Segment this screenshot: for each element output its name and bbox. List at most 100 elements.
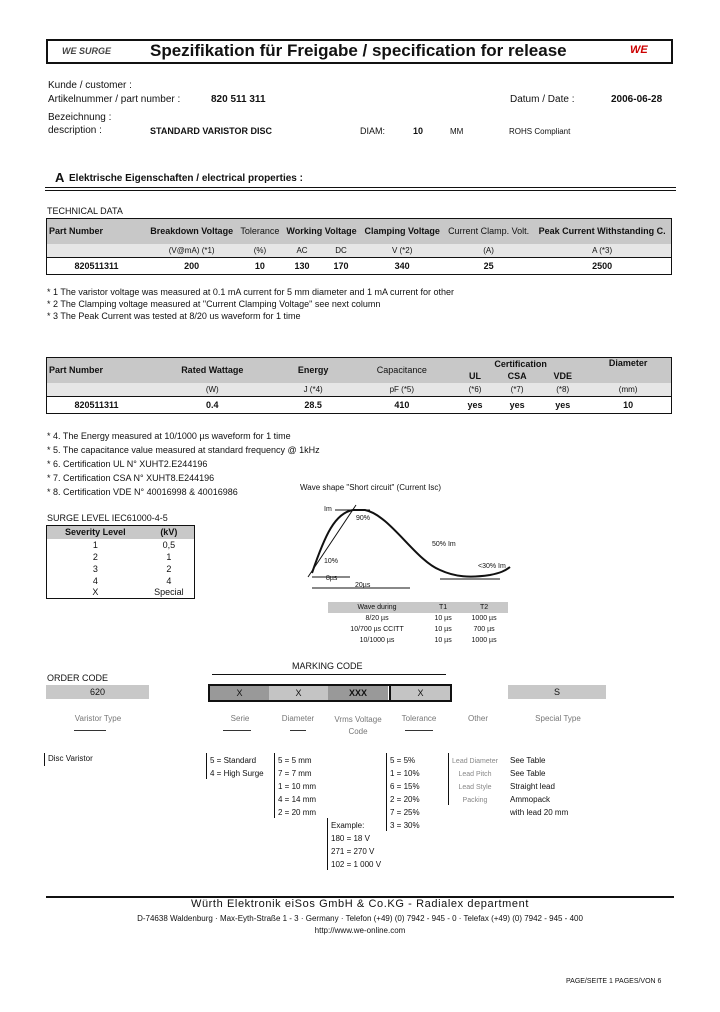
cell: 4 [92, 575, 98, 586]
list-item: 1 = 10% [390, 769, 420, 778]
col-header: T1 [439, 604, 448, 611]
footer-url[interactable]: http://www.we-online.com [314, 926, 406, 935]
example-list: Example: 180 = 18 V 271 = 270 V 102 = 1 000… [331, 819, 381, 871]
footer-address: D-74638 Waldenburg · Max-Eyth-Straße 1 -… [137, 914, 583, 923]
cell: 130 [294, 261, 310, 271]
footnote: * 6. Certification UL N° XUHT2.E244196 [47, 459, 208, 469]
col-header: Energy [297, 365, 329, 376]
cell: 1000 µs [471, 637, 497, 644]
col-header: Wave during [357, 604, 397, 611]
marking-seg: X [210, 686, 269, 700]
we-logo: WE [630, 44, 648, 56]
table-header: Part Number Rated Wattage Energy Capacit… [46, 357, 672, 375]
list-item: 5 = Standard [210, 756, 257, 765]
table-row: 10/1000 µs 10 µs 1000 µs [328, 635, 508, 646]
list-item: 5 = 5% [390, 756, 416, 765]
list-item: 3 = 30% [390, 821, 420, 830]
cell: 820511311 [74, 261, 119, 271]
list-item: 102 = 1 000 V [331, 860, 382, 869]
footer-divider [46, 896, 674, 898]
list-item: 7 = 25% [390, 808, 420, 817]
divider [274, 753, 275, 818]
t1-label: 8µs [326, 575, 338, 582]
table-row: 8/20 µs 10 µs 1000 µs [328, 613, 508, 624]
diam-value: 10 [413, 126, 424, 136]
label-voltage-code: Vrms Voltage Code [334, 715, 382, 736]
unit: pF (*5) [389, 384, 415, 394]
col-header: Severity Level [65, 527, 126, 538]
cell: 1 [166, 551, 172, 562]
cell: 10/1000 µs [359, 637, 395, 644]
list-item: Straight lead [510, 782, 555, 791]
footnote: * 7. Certification CSA N° XUHT8.E244196 [47, 473, 215, 483]
list-item: Lead Style [458, 784, 492, 791]
date-label: Datum / Date : [510, 94, 575, 105]
col-header: Part Number [49, 226, 104, 237]
cell: yes [555, 400, 571, 410]
marking-seg: X [269, 686, 328, 700]
order-620: 620 [46, 685, 149, 699]
unit: (*8) [556, 384, 570, 394]
p30-label: <30% Im [478, 563, 506, 570]
units-row: (V@mA) (*1) (%) AC DC V (*2) (A) A (*3) [46, 243, 672, 258]
list-item: 6 = 15% [390, 782, 420, 791]
list-item: 4 = High Surge [210, 769, 264, 778]
underline [74, 730, 106, 731]
marking-seg: X [389, 686, 450, 700]
label-varistor-type: Varistor Type [74, 714, 122, 723]
cell: 2 [92, 551, 98, 562]
label-other: Other [467, 714, 488, 723]
col-header: Part Number [49, 365, 104, 376]
divider [386, 753, 387, 831]
cell: 0,5 [162, 539, 176, 550]
t2-label: 20µs [355, 582, 371, 589]
list-item: 180 = 18 V [331, 834, 370, 843]
list-item: 1 = 10 mm [278, 782, 317, 791]
cell: 4 [166, 575, 172, 586]
cell: 3 [92, 563, 98, 574]
date-value: 2006-06-28 [611, 94, 663, 105]
list-item: See Table [510, 756, 546, 765]
table-row: X Special [47, 587, 195, 599]
cell: yes [509, 400, 525, 410]
cell: 1 [92, 539, 98, 550]
underline [405, 730, 433, 731]
diam-label: DIAM: [360, 126, 386, 136]
diameter-list: 5 = 5 mm 7 = 7 mm 1 = 10 mm 4 = 14 mm 2 = 20… [278, 754, 316, 819]
cell: 10 µs [434, 615, 452, 622]
marking-code-box [208, 684, 452, 702]
list-item: Lead Diameter [452, 758, 498, 765]
type-value: Disc Varistor [48, 754, 93, 763]
footnote: * 8. Certification VDE N° 40016998 & 400… [47, 487, 238, 497]
cell: 8/20 µs [365, 615, 389, 622]
unit: (mm) [618, 384, 638, 394]
marking-seg: XXX [328, 686, 388, 700]
col-header: Breakdown Voltage [150, 226, 234, 237]
unit: V (*2) [391, 245, 413, 255]
divider [206, 753, 207, 779]
list-item: 4 = 14 mm [278, 795, 317, 804]
table-row: 1 0,5 [47, 539, 195, 551]
wave-table: Wave during T1 T2 8/20 µs 10 µs 1000 µs 10/7… [328, 602, 508, 646]
cell: 10/700 µs CCITT [350, 626, 404, 633]
tech-data-label: TECHNICAL DATA [47, 206, 123, 216]
list-item: 7 = 7 mm [278, 769, 312, 778]
cell: 820511311 [74, 400, 119, 410]
list-item: 2 = 20 mm [278, 808, 317, 817]
list-item: Packing [462, 797, 488, 804]
col-header: Diameter [608, 358, 648, 368]
col-header: Tolerance [240, 226, 280, 237]
section-divider [45, 187, 676, 191]
list-item: Example: [331, 821, 365, 830]
cell: 10 [254, 261, 265, 271]
col-header: UL [469, 371, 481, 381]
col-header: T2 [479, 604, 489, 611]
surge-label: SURGE LEVEL IEC61000-4-5 [47, 513, 168, 523]
section-letter: A [55, 170, 65, 185]
wave-shape-diagram [307, 504, 511, 589]
